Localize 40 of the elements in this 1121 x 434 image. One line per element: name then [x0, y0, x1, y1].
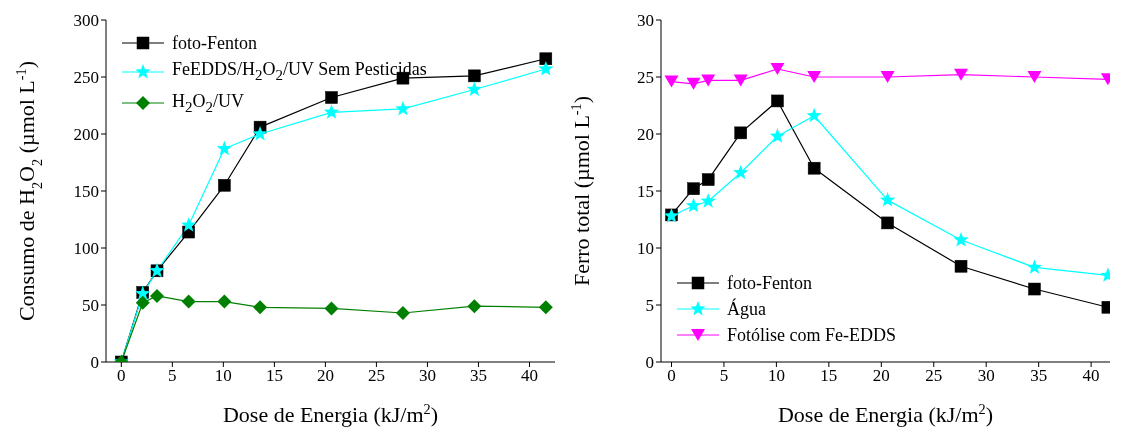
x-tick-label: 10 [214, 366, 232, 386]
x-tick-label: 5 [719, 366, 729, 386]
x-tick-label: 20 [872, 366, 890, 386]
y-tick-label: 20 [637, 125, 654, 145]
x-tick-label: 15 [265, 366, 283, 386]
x-axis-title: Dose de Energia (kJ/m$^{2}$) [222, 401, 439, 427]
x-tick-label: 30 [418, 366, 436, 386]
y-tick-label: 30 [637, 11, 654, 31]
legend-label: FeEDDS/H$_{2}$O$_{2}$/UV Sem Pesticidas [172, 58, 427, 85]
x-tick-label: 30 [977, 366, 995, 386]
x-tick-label: 20 [316, 366, 334, 386]
x-tick-label: 10 [767, 366, 785, 386]
x-tick-label: 25 [367, 366, 385, 386]
legend-label: H$_{2}$O$_{2}$/UV [172, 89, 244, 117]
y-tick-label: 15 [637, 182, 654, 202]
legend-label: Água [727, 297, 766, 321]
legend-label: foto-Fenton [727, 272, 812, 295]
y-tick-label: 25 [637, 68, 654, 88]
y-tick-label: 0 [645, 353, 654, 373]
x-tick-label: 0 [117, 366, 126, 386]
x-tick-label: 40 [1082, 366, 1100, 386]
legend-label: foto-Fenton [172, 32, 257, 55]
y-tick-label: 250 [73, 68, 99, 88]
y-tick-label: 50 [82, 296, 99, 316]
x-tick-label: 5 [168, 366, 177, 386]
x-tick-label: 40 [520, 366, 538, 386]
x-tick-label: 15 [820, 366, 838, 386]
x-tick-label: 35 [469, 366, 487, 386]
y-tick-label: 100 [73, 239, 99, 259]
y-tick-label: 0 [90, 353, 99, 373]
x-axis-title: Dose de Energia (kJ/m$^{2}$) [777, 401, 994, 427]
y-tick-label: 150 [73, 182, 99, 202]
y-tick-label: 200 [73, 125, 99, 145]
legend-label: Fotólise com Fe-EDDS [727, 324, 896, 347]
y-tick-label: 300 [73, 11, 99, 31]
x-tick-label: 25 [925, 366, 943, 386]
y-tick-label: 5 [645, 296, 654, 316]
x-tick-label: 0 [667, 366, 676, 386]
y-tick-label: 10 [637, 239, 654, 259]
x-tick-label: 35 [1030, 366, 1048, 386]
